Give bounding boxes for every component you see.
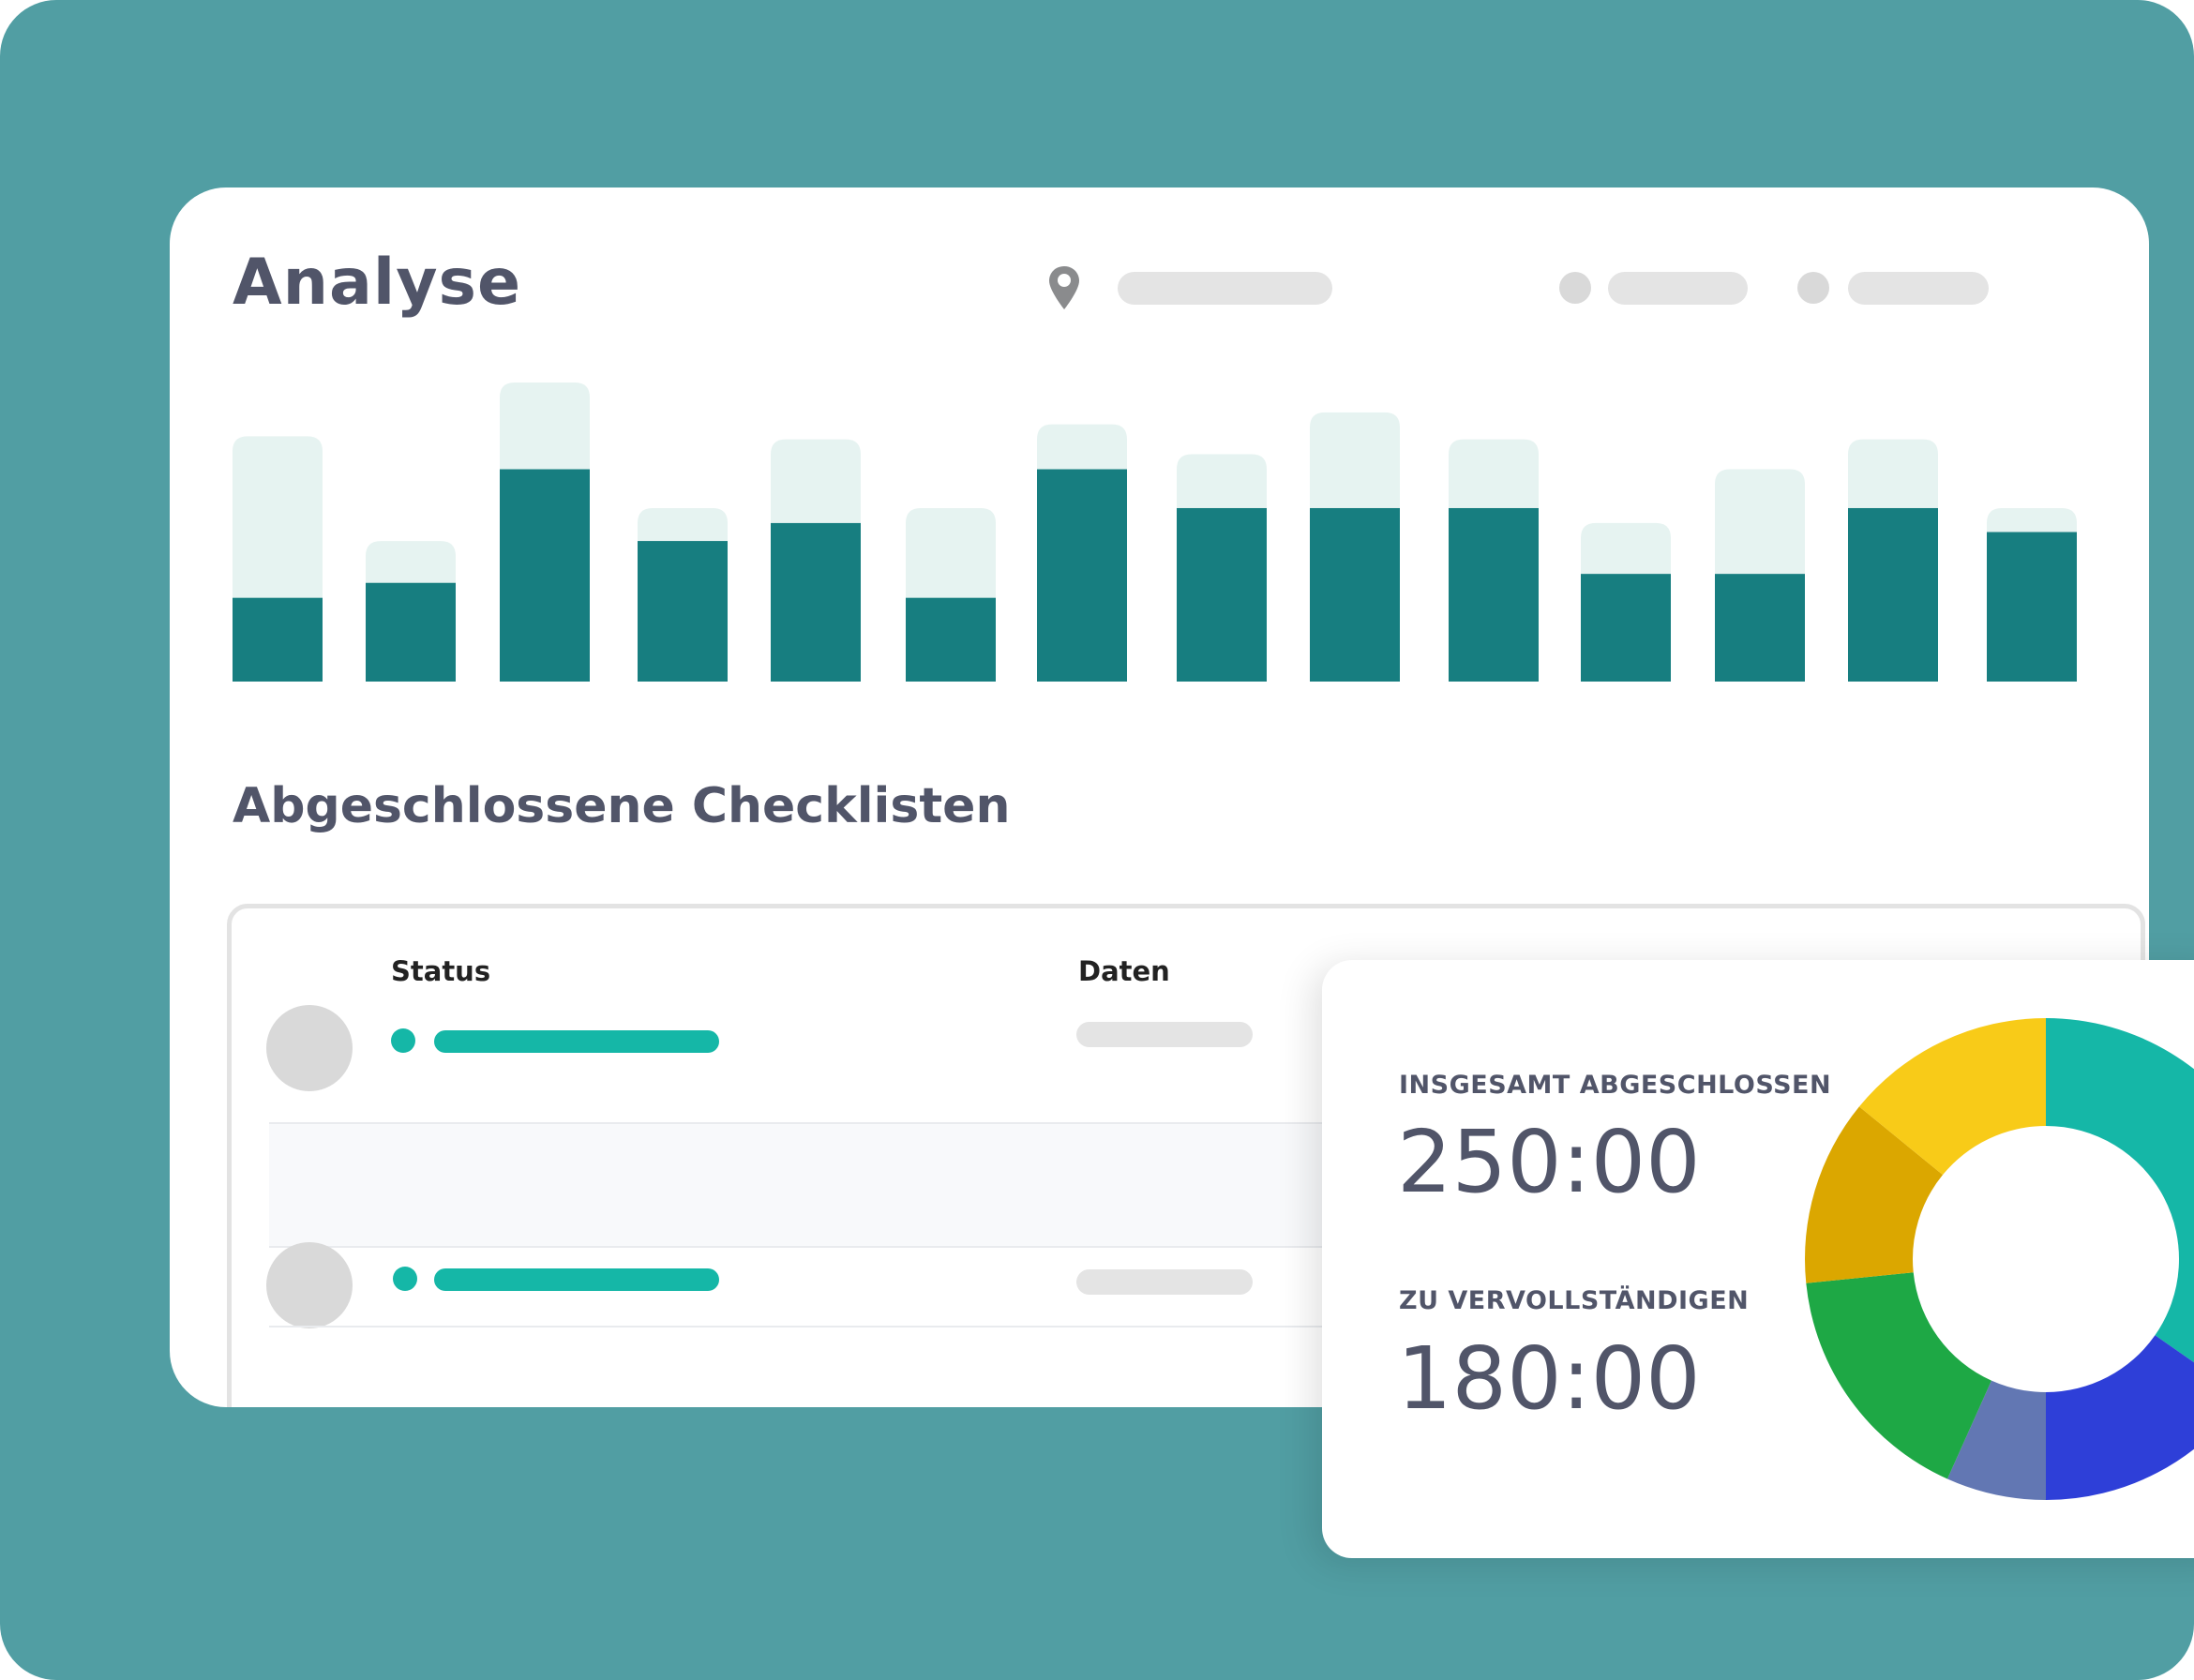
bar-completed bbox=[500, 469, 590, 682]
donut-slice bbox=[2046, 1335, 2194, 1500]
bar-completed bbox=[1177, 507, 1267, 682]
date-placeholder bbox=[1076, 1022, 1253, 1047]
donut-slice bbox=[1806, 1272, 1991, 1479]
bar-completed bbox=[1987, 532, 2077, 682]
completed-value: 250:00 bbox=[1397, 1112, 1701, 1212]
column-header-status[interactable]: Status bbox=[391, 955, 491, 987]
status-bar bbox=[434, 1268, 719, 1291]
status-bar bbox=[434, 1030, 719, 1053]
column-header-daten[interactable]: Daten bbox=[1078, 955, 1170, 987]
bar-chart bbox=[233, 382, 2077, 682]
filter-pill[interactable] bbox=[1848, 272, 1989, 305]
bar-completed bbox=[1581, 574, 1671, 682]
section-title: Abgeschlossene Checklisten bbox=[233, 778, 1011, 834]
date-placeholder bbox=[1076, 1269, 1253, 1295]
row-divider bbox=[269, 1122, 2141, 1124]
bar-completed bbox=[1037, 469, 1127, 682]
donut-slice bbox=[1946, 1380, 2046, 1500]
bar-completed bbox=[906, 597, 996, 682]
remaining-label: ZU VERVOLLSTÄNDIGEN bbox=[1399, 1286, 1750, 1315]
location-filter[interactable] bbox=[1118, 272, 1332, 305]
summary-card: INSGESAMT ABGESCHLOSSEN 250:00 ZU VERVOL… bbox=[1322, 960, 2194, 1558]
page-title: Analyse bbox=[233, 246, 522, 320]
legend-dot bbox=[1559, 272, 1591, 304]
donut-chart bbox=[1805, 1018, 2194, 1500]
avatar bbox=[266, 1005, 353, 1091]
analytics-card: Analyse Abgeschlossene Checklisten Statu… bbox=[170, 188, 2149, 1407]
completed-label: INSGESAMT ABGESCHLOSSEN bbox=[1399, 1071, 1832, 1100]
bar-completed bbox=[1310, 507, 1400, 682]
donut-slice bbox=[1858, 1018, 2046, 1176]
donut-slice bbox=[1805, 1106, 1944, 1283]
status-dot bbox=[391, 1028, 415, 1053]
legend-dot bbox=[1797, 272, 1829, 304]
bar-completed bbox=[233, 597, 323, 682]
status-dot bbox=[393, 1267, 417, 1291]
filter-pill[interactable] bbox=[1608, 272, 1748, 305]
remaining-value: 180:00 bbox=[1397, 1328, 1701, 1429]
bar-completed bbox=[1715, 574, 1805, 682]
avatar bbox=[266, 1242, 353, 1328]
bar-completed bbox=[1848, 507, 1938, 682]
map-pin-icon[interactable] bbox=[1046, 264, 1082, 311]
bar-completed bbox=[771, 522, 861, 682]
row-divider bbox=[269, 1326, 2141, 1328]
bar-completed bbox=[638, 541, 728, 682]
bar-completed bbox=[1449, 507, 1539, 682]
row-divider bbox=[269, 1246, 2141, 1248]
donut-slice bbox=[2046, 1018, 2194, 1363]
bar-completed bbox=[366, 582, 456, 682]
